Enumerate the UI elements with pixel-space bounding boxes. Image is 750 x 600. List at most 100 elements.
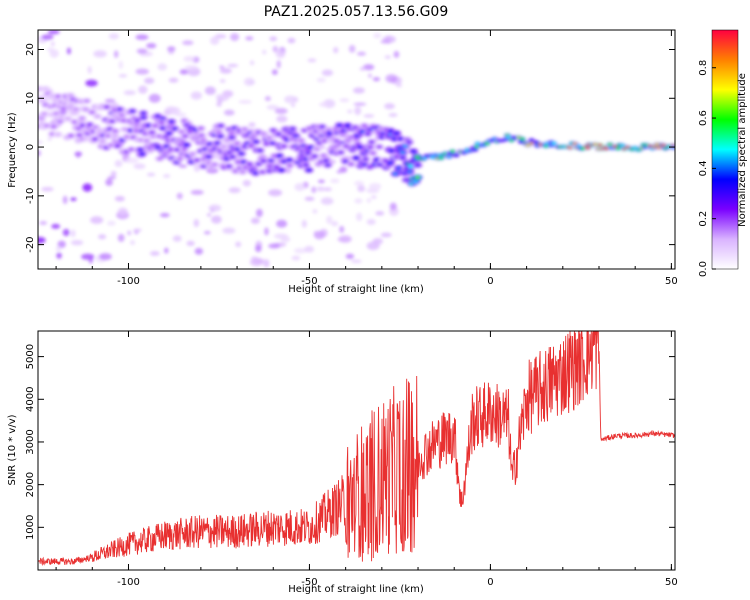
heatmap-cell	[446, 155, 452, 159]
colorbar-tick-label: 0.4	[698, 160, 709, 176]
heatmap-cell	[344, 123, 351, 128]
heatmap-cell	[619, 144, 625, 147]
heatmap-cell	[389, 77, 398, 82]
heatmap-cell	[223, 109, 235, 116]
heatmap-cell	[152, 124, 159, 128]
heatmap-cell	[286, 158, 293, 162]
heatmap-cell	[414, 163, 421, 167]
heatmap-cell	[281, 144, 288, 149]
x-tick-label: -100	[117, 577, 140, 588]
y-tick-label: 3000	[25, 429, 36, 454]
heatmap-cell	[246, 162, 253, 166]
heatmap-cell	[373, 33, 382, 39]
heatmap-cell	[103, 105, 110, 109]
heatmap-cell	[263, 259, 270, 268]
heatmap-cell	[354, 180, 365, 187]
heatmap-cell	[228, 135, 235, 140]
heatmap-cell	[356, 145, 363, 149]
heatmap-cell	[174, 112, 187, 117]
colorbar-bar	[711, 29, 739, 270]
heatmap-cell	[214, 141, 221, 145]
heatmap-cell	[406, 140, 413, 145]
heatmap-cell	[484, 142, 490, 146]
heatmap-cell	[201, 147, 208, 152]
heatmap-cell	[305, 168, 312, 172]
heatmap-cell	[249, 258, 264, 267]
heatmap-cell	[388, 148, 395, 153]
heatmap-cell	[280, 236, 291, 243]
heatmap-cell	[62, 195, 68, 205]
heatmap-cell	[70, 229, 76, 238]
heatmap-cell	[384, 55, 392, 59]
heatmap-cell	[241, 127, 248, 132]
heatmap-cell	[75, 151, 81, 159]
heatmap-cell	[304, 196, 315, 201]
heatmap-cell	[174, 147, 181, 152]
heatmap-cell	[96, 128, 103, 133]
heatmap-cell	[357, 185, 366, 192]
heatmap-cell	[43, 123, 50, 128]
heatmap-cell	[204, 86, 216, 95]
y-tick-label: 20	[25, 43, 36, 56]
heatmap-cell	[111, 134, 118, 138]
heatmap-cell	[38, 236, 46, 244]
heatmap-cell	[217, 94, 229, 102]
heatmap-cell	[275, 49, 286, 59]
heatmap-cell	[123, 135, 130, 139]
heatmap-cell	[402, 144, 409, 148]
heatmap-cell	[128, 147, 135, 152]
heatmap-cell	[216, 102, 222, 107]
heatmap-cell	[143, 138, 150, 143]
heatmap-cell	[294, 247, 307, 254]
heatmap-cell	[139, 152, 146, 156]
heatmap-cell	[114, 144, 121, 148]
heatmap-cell	[190, 189, 204, 195]
heatmap-cell	[41, 186, 54, 192]
heatmap-cell	[94, 114, 101, 119]
heatmap-cell	[519, 137, 525, 141]
heatmap-cell	[266, 104, 279, 110]
heatmap-cell	[210, 36, 220, 45]
heatmap-cell	[146, 42, 157, 49]
heatmap-cell	[140, 111, 147, 115]
heatmap-cell	[133, 163, 146, 170]
heatmap-cell	[206, 167, 219, 174]
heatmap-cell	[399, 150, 406, 155]
heatmap-cell	[372, 77, 381, 82]
x-tick-label: 0	[487, 276, 493, 287]
heatmap-cell	[278, 168, 285, 172]
heatmap-cell	[172, 235, 182, 242]
heatmap-cell	[193, 158, 200, 162]
heatmap-cell	[144, 77, 155, 84]
heatmap-cell	[87, 66, 92, 74]
heatmap-cell	[359, 66, 366, 71]
heatmap-cell	[290, 103, 296, 108]
heatmap-cell	[396, 83, 403, 88]
heatmap-cell	[269, 36, 278, 42]
heatmap-cell	[229, 33, 240, 42]
heatmap-cell	[255, 208, 263, 218]
heatmap-cell	[368, 140, 375, 144]
snr-series-line	[38, 331, 675, 567]
heatmap-cell	[353, 87, 365, 94]
x-tick-label: -50	[301, 577, 317, 588]
heatmap-cell	[107, 176, 117, 180]
heatmap-cell	[266, 135, 273, 140]
spectrogram-xlabel: Height of straight line (km)	[288, 284, 424, 295]
x-tick-label: 50	[665, 276, 678, 287]
heatmap-cell	[543, 144, 549, 148]
heatmap-cell	[353, 102, 367, 106]
heatmap-cell	[313, 147, 320, 151]
heatmap-cell	[322, 158, 329, 163]
heatmap-cell	[311, 154, 318, 158]
heatmap-cell	[207, 213, 212, 217]
colorbar-tick-label: 0.8	[698, 60, 709, 76]
heatmap-cell	[117, 233, 125, 242]
heatmap-cell	[39, 98, 46, 103]
heatmap-cell	[449, 150, 455, 153]
heatmap-cell	[272, 45, 278, 53]
heatmap-cell	[99, 253, 112, 261]
heatmap-cell	[410, 149, 417, 154]
